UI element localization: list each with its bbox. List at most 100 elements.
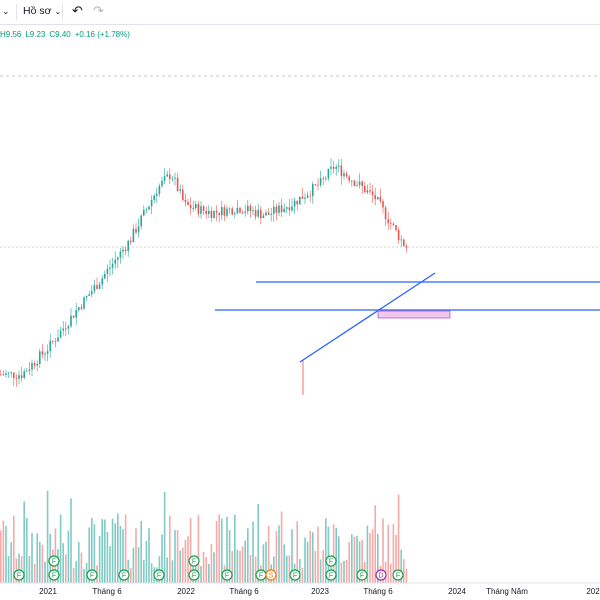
badge-circle (325, 555, 337, 567)
drawing-tools-layer[interactable] (215, 272, 600, 363)
volume-bar (252, 521, 254, 583)
volume-bar (80, 552, 83, 583)
event-badge[interactable]: S (265, 569, 277, 581)
volume-bar (189, 518, 192, 583)
candle-body (166, 174, 168, 177)
time-axis-label: Tháng 6 (92, 587, 122, 596)
volume-bar (239, 550, 241, 583)
badge-circle (48, 555, 60, 567)
candle-body (317, 184, 319, 186)
event-badge[interactable]: F (188, 569, 200, 581)
candle-body (23, 371, 25, 379)
candle-body (241, 212, 244, 214)
event-badge[interactable]: F (48, 569, 60, 581)
badge-letter: F (360, 573, 364, 580)
volume-bar (2, 520, 5, 583)
event-badge[interactable]: F (255, 569, 267, 581)
candle-body (288, 207, 291, 211)
event-badge[interactable]: F (118, 569, 130, 581)
event-badge[interactable]: D (375, 569, 387, 581)
volume-bar (371, 529, 374, 583)
candle-body (143, 209, 145, 216)
volume-bar (70, 498, 72, 583)
event-badge[interactable]: F (325, 569, 337, 581)
badge-circle (153, 569, 165, 581)
event-badge[interactable]: F (289, 569, 301, 581)
candle-body (39, 351, 41, 364)
volume-bar (106, 531, 109, 583)
event-badge[interactable]: F (392, 569, 404, 581)
badge-letter: F (52, 559, 56, 566)
candle-body (343, 173, 345, 177)
candle-body (239, 207, 241, 213)
badge-letter: D (378, 573, 383, 580)
badge-circle (188, 555, 200, 567)
candle-body (57, 337, 59, 342)
candle-body (228, 208, 231, 210)
event-badge[interactable]: F (13, 569, 25, 581)
profile-dropdown[interactable]: Hồ sơ ⌄ (23, 5, 61, 17)
volume-bar (163, 491, 166, 583)
badge-circle (375, 569, 387, 581)
event-badge[interactable]: F (356, 569, 368, 581)
candle-body (28, 369, 31, 371)
event-badge[interactable]: F (325, 555, 337, 567)
candle-body (153, 195, 155, 201)
candle-body (192, 208, 194, 209)
candle-body (322, 178, 324, 180)
candle-body (208, 210, 210, 214)
candle-body (249, 205, 252, 212)
volume-bar (182, 547, 184, 583)
candle-body (361, 181, 363, 186)
badge-letter: F (192, 573, 196, 580)
rectangle-zone[interactable] (377, 310, 451, 319)
volume-bar (314, 551, 317, 583)
candle-body (215, 211, 218, 213)
volume-bar (304, 537, 306, 583)
badge-letter: F (17, 573, 21, 580)
candle-body (85, 295, 88, 298)
candle-body (330, 166, 332, 169)
toolbar-divider (62, 4, 63, 20)
candle-body (275, 206, 278, 213)
badge-letter: F (52, 573, 56, 580)
candle-body (41, 351, 44, 355)
volume-bar (267, 525, 270, 583)
time-axis: 2021 Tháng 6 2022 Tháng 6 2023 Tháng 6 2024 Thá… (0, 582, 600, 596)
candle-body (286, 207, 288, 209)
volume-bar (249, 554, 252, 583)
undo-icon[interactable]: ↶ (72, 3, 83, 18)
badge-letter: F (396, 573, 400, 580)
candle-body (200, 206, 202, 214)
candle-body (314, 184, 317, 185)
event-badge[interactable]: F (153, 569, 165, 581)
volume-series (0, 490, 408, 583)
badge-circle (356, 569, 368, 581)
volume-bar (247, 528, 249, 583)
top-toolbar: ⌄ Hồ sơ ⌄ ↶ ↷ (0, 0, 600, 25)
candle-body (98, 284, 101, 289)
candle-body (309, 195, 311, 197)
redo-icon[interactable]: ↷ (93, 3, 104, 18)
event-badge[interactable]: F (188, 555, 200, 567)
candle-body (2, 374, 5, 376)
candle-body (293, 200, 296, 207)
trend-line[interactable] (299, 272, 436, 363)
chevron-down-icon[interactable]: ⌄ (2, 6, 10, 16)
candle-body (184, 200, 187, 202)
volume-bar (143, 560, 145, 583)
event-badge[interactable]: F (48, 555, 60, 567)
candle-body (299, 196, 301, 205)
event-badge[interactable]: F (86, 569, 98, 581)
candle-body (135, 228, 137, 233)
candle-body (400, 239, 402, 241)
volume-bar (403, 559, 405, 583)
candle-body (283, 208, 285, 212)
badge-circle (13, 569, 25, 581)
candle-body (327, 168, 330, 179)
volume-bar (31, 533, 33, 583)
volume-bar (254, 556, 257, 583)
event-badge[interactable]: F (221, 569, 233, 581)
volume-bar (234, 514, 236, 583)
